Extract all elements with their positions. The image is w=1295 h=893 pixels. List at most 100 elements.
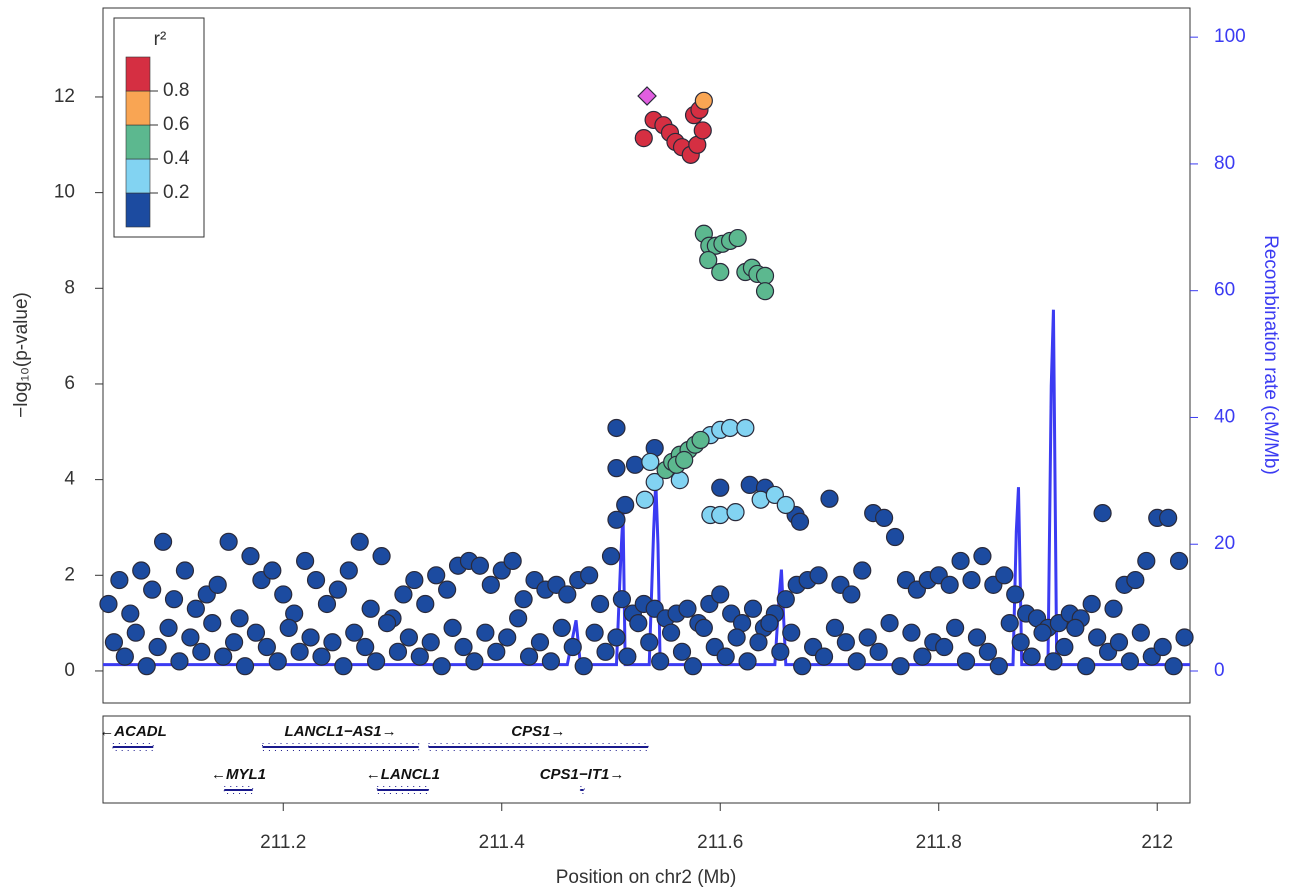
snp-point <box>711 262 730 282</box>
snp-point <box>115 647 134 666</box>
snp-point <box>973 547 992 566</box>
snp-point <box>509 609 528 628</box>
snp-point <box>1093 504 1112 523</box>
snp-point <box>1175 628 1194 647</box>
x-tick-label: 211.2 <box>260 832 306 853</box>
snp-point <box>361 599 380 618</box>
legend-title: r² <box>154 29 167 50</box>
snp-point <box>743 599 763 618</box>
snp-point <box>858 628 877 647</box>
snp-point <box>790 512 810 531</box>
snp-point <box>443 618 462 638</box>
snp-point <box>410 647 429 666</box>
snp-point <box>1109 633 1129 652</box>
snp-point <box>956 652 976 671</box>
x-tick-label: 212 <box>1141 832 1173 853</box>
snp-point <box>661 623 681 642</box>
x-axis-label: Position on chr2 (Mb) <box>556 867 737 888</box>
snp-point <box>995 566 1014 585</box>
snp-point <box>186 599 205 618</box>
snp-point <box>675 450 694 470</box>
snp-point <box>728 228 747 248</box>
snp-point <box>625 455 645 474</box>
snp-point <box>616 495 635 515</box>
snp-point <box>699 250 718 270</box>
snp-point <box>1011 633 1030 652</box>
snp-point <box>104 633 124 652</box>
snp-point <box>192 642 211 661</box>
snp-point <box>219 532 238 551</box>
snp-point <box>377 614 397 633</box>
snp-point <box>339 561 358 580</box>
snp-point <box>367 652 386 671</box>
snp-point <box>399 628 418 647</box>
snp-point <box>590 594 610 614</box>
snp-point <box>317 594 337 614</box>
snp-point <box>164 590 184 609</box>
snp-point <box>607 459 626 478</box>
snp-point <box>694 91 713 110</box>
snp-point <box>749 633 768 652</box>
snp-point <box>755 266 775 285</box>
snp-point <box>1077 657 1096 676</box>
snp-point <box>793 657 812 676</box>
snp-point <box>891 657 910 676</box>
snp-point <box>740 475 759 494</box>
snp-point <box>670 471 689 490</box>
snp-point <box>580 566 599 585</box>
snp-point <box>148 637 167 657</box>
snp-point <box>334 657 353 676</box>
snp-point <box>203 614 222 633</box>
snp-point <box>978 642 997 661</box>
snp-point <box>427 566 446 585</box>
snp-point <box>736 418 755 438</box>
gene-label: CPS1−IT1→ <box>540 766 625 783</box>
snp-point <box>755 282 775 301</box>
snp-point <box>388 642 408 661</box>
snp-point <box>268 652 287 671</box>
snp-point <box>825 618 845 638</box>
snp-point <box>470 556 489 575</box>
legend-tick-label: 0.2 <box>163 182 189 203</box>
snp-point <box>726 503 745 522</box>
snp-point <box>1006 585 1025 604</box>
snp-point <box>290 642 309 661</box>
snp-point <box>274 585 293 604</box>
snp-point <box>678 599 697 618</box>
snp-point <box>1000 614 1019 633</box>
snp-point <box>241 547 260 566</box>
snp-point <box>306 570 326 590</box>
gene-frame <box>102 715 1191 804</box>
snp-point <box>720 418 740 438</box>
snp-point <box>257 637 276 657</box>
legend-tick-label: 0.8 <box>163 80 189 101</box>
snp-point <box>693 121 712 140</box>
y-tick-label: 0 <box>64 660 75 681</box>
snp-point <box>563 637 582 657</box>
snp-point <box>853 561 872 580</box>
y-tick-label: 2 <box>64 564 75 585</box>
y-tick-label: 8 <box>64 277 75 298</box>
y-axis-label: −log₁₀(p-value) <box>11 292 32 418</box>
snp-point <box>1104 599 1123 618</box>
snp-point <box>935 637 954 657</box>
snp-point <box>645 472 664 492</box>
snp-point <box>372 547 391 566</box>
snp-point <box>574 657 593 676</box>
snp-point <box>1137 551 1156 571</box>
legend-tick-label: 0.4 <box>163 148 190 169</box>
snp-point <box>421 633 440 652</box>
snp-point <box>902 623 921 642</box>
snp-point <box>634 129 653 148</box>
snp-point <box>618 647 637 666</box>
snp-point <box>641 452 660 472</box>
snp-point <box>776 590 795 609</box>
snp-point <box>110 570 129 590</box>
snp-point <box>224 633 244 652</box>
snp-point <box>541 652 561 671</box>
snp-point <box>711 585 730 604</box>
y2-axis-label: Recombination rate (cM/Mb) <box>1260 235 1281 475</box>
y2-tick-label: 0 <box>1214 660 1225 681</box>
snp-point <box>416 594 435 614</box>
plot-area <box>99 86 1194 676</box>
